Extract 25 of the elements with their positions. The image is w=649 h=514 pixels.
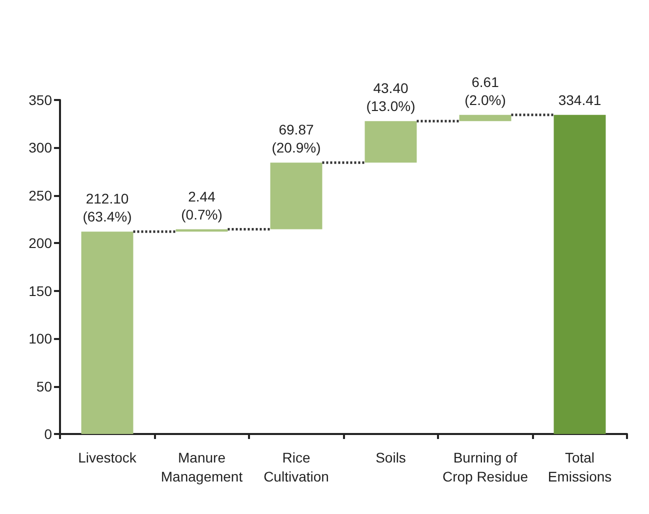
data-label: 69.87 (20.9%) [272,122,321,156]
y-tick-label: 100 [28,330,52,347]
x-tick-label: Burning of Crop Residue [442,450,528,484]
bar [364,121,417,163]
x-tick-label: Livestock [78,450,138,466]
x-tick-label: Manure Management [160,450,243,484]
y-tick-label: 300 [28,140,52,156]
data-label: 334.41 [558,92,602,108]
data-label: 212.10 (63.4%) [82,190,132,225]
x-tick-label: Total Emissions [548,450,612,484]
data-label: 2.44 (0.7%) [181,188,222,222]
data-label: 43.40 (13.0%) [366,80,416,114]
y-tick-label: 350 [28,92,52,108]
y-tick-label: 50 [36,378,52,394]
x-tick-label: Soils [376,450,406,466]
bar [270,162,322,230]
data-label: 6.61 (2.0%) [464,74,506,108]
y-tick-label: 200 [28,235,52,252]
y-tick-label: 150 [28,282,52,299]
bar [459,114,512,122]
x-tick-label: Rice Cultivation [264,450,329,484]
y-tick-label: 250 [28,187,52,204]
y-tick-label: 0 [44,426,52,442]
bar [554,114,606,434]
bar [81,232,134,434]
